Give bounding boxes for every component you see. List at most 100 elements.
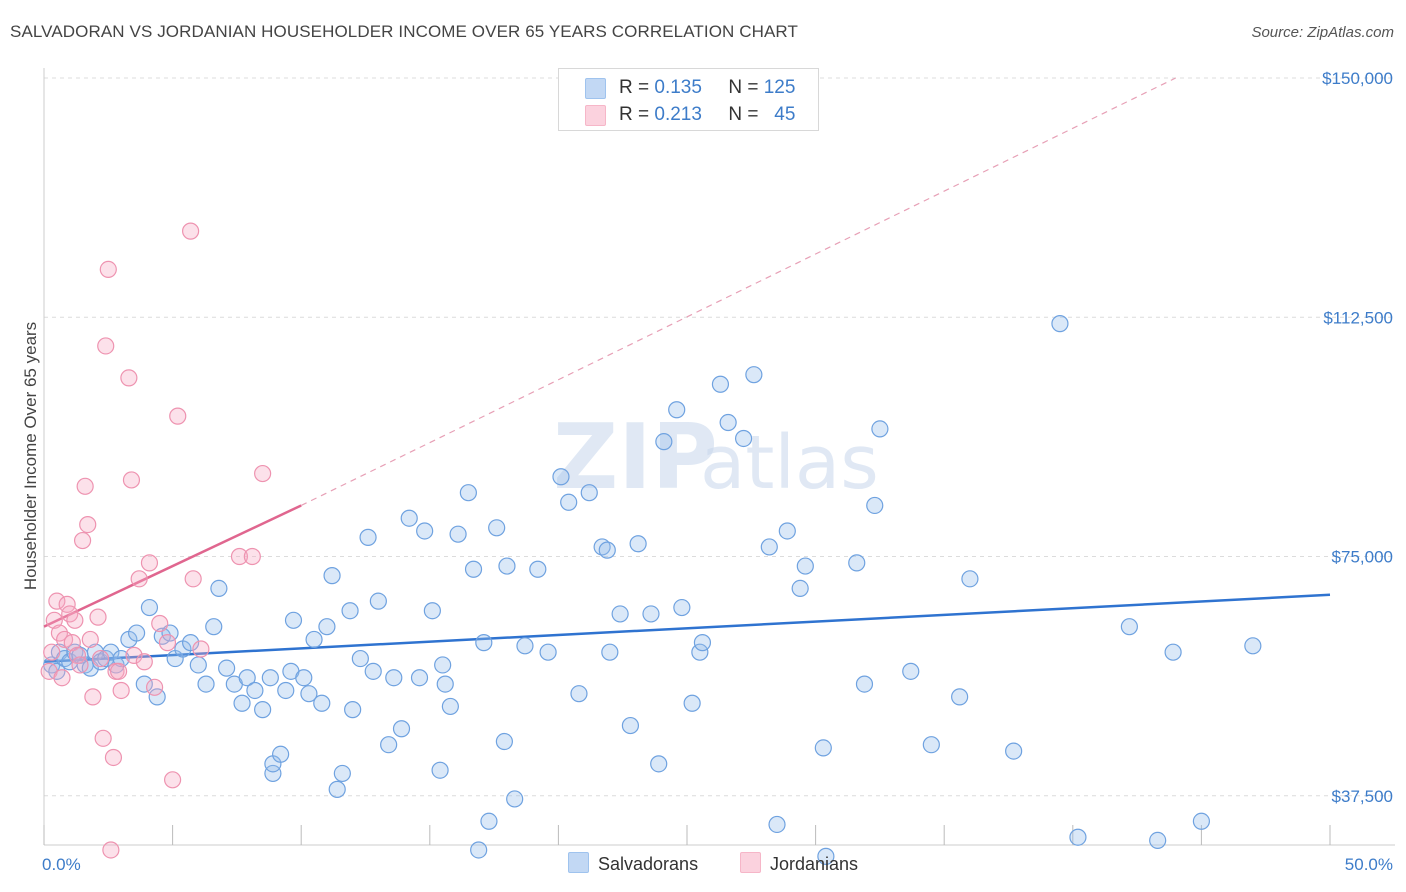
y-tick-label: $75,000 [1332,548,1393,567]
salvadoran-point [189,656,207,674]
jordanian-point [89,608,107,626]
salvadoran-point [205,618,223,636]
jordanian-point [94,729,112,747]
salvadoran-point [66,643,84,661]
salvadoran-point [529,560,547,578]
salvadoran-point [760,538,778,556]
x-tick-label-max: 50.0% [1345,855,1393,874]
legend-r-label: R = [619,104,650,125]
salvadoran-point [745,366,763,384]
data-points [40,222,1262,865]
salvadoran-point [1149,831,1167,850]
legend-n-value: 125 [763,77,796,98]
salvadoran-point [459,484,477,502]
salvadoran-point [1164,643,1182,661]
jordanian-point [97,337,115,355]
salvadoran-point [711,375,730,393]
salvadoran-point [218,659,236,677]
bottom-legend-jordanians: Jordanians [740,852,858,875]
bottom-legend-label-salvadorans: Salvadorans [598,854,699,874]
salvadoran-point [102,643,120,661]
salvadoran-point [140,598,159,617]
salvadoran-point [112,649,130,668]
salvadoran-point [1051,315,1069,333]
salvadoran-point [902,662,920,680]
jordanian-point [63,634,81,652]
y-tick-label: $150,000 [1322,69,1393,88]
salvadoran-point [470,841,488,859]
salvadoran-point [364,662,382,680]
jordanian-point [243,547,261,566]
jordanian-point [192,640,210,658]
salvadoran-point [284,611,303,629]
salvadoran-point [233,694,251,712]
jordanian-point [254,464,272,483]
axes [43,68,1395,846]
salvadoran-point [498,557,516,575]
bottom-legend-salvadorans: Salvadorans [568,852,698,875]
salvadoran-point [369,592,387,610]
trend-lines [43,77,1331,664]
jordanian-point [169,407,187,425]
salvadoran-point [516,637,534,655]
y-tick-labels: $37,500 $75,000 $112,500 $150,000 [1322,69,1393,806]
x-tick-label-min: 0.0% [42,855,81,874]
salvadoran-point [922,736,940,754]
jordanian-point [158,634,177,652]
salvadoran-point [629,535,647,553]
salvadoran-point [464,560,483,578]
salvadoran-point [539,643,557,661]
salvadoran-point [552,468,570,486]
salvadoran-point [210,579,228,598]
salvadoran-point [814,739,832,757]
salvadoran-point [719,413,737,432]
jordanian-point [71,656,89,674]
salvadoran-point [495,732,513,751]
salvadoran-point [611,605,629,623]
jordanian-point [140,554,159,572]
salvadoran-point [673,598,691,617]
salvadoran-point [768,815,786,834]
salvadoran-point [434,656,452,674]
salvadoran-point [778,522,796,540]
y-tick-label: $112,500 [1323,308,1393,327]
salvadoran-point [683,694,701,712]
salvadoran-point [410,669,429,687]
salvadoran-point [323,567,341,585]
salvadoran-point [1244,637,1262,655]
salvadoran-point [318,618,336,636]
salvadoran-point [254,701,272,719]
salvadoran-point [264,764,282,783]
salvadoran-point [693,634,712,652]
salvadoran-point [359,528,377,546]
salvadoran-point [1005,742,1023,760]
salvadoran-point [300,685,318,703]
salvadoran-point [480,812,498,830]
jordanian-point [230,547,249,566]
salvadoran-trend-line [43,593,1331,664]
salvadoran-point [305,630,323,649]
jordanian-point [58,595,76,613]
jordanian-point [112,681,130,700]
salvadoran-point [127,624,146,642]
jordanian-point [164,771,182,789]
jordanian-point [81,630,99,649]
salvadoran-point [333,764,351,783]
salvadoran-point [441,697,459,716]
salvadoran-point [621,716,640,735]
salvadoran-point [436,675,454,693]
jordanian-point [84,688,102,706]
salvadoran-point [791,579,809,598]
bottom-legend-swatch-salvadorans [568,852,589,873]
jordanian-point [125,646,143,664]
salvadoran-point [871,420,889,438]
salvadoran-point [570,685,588,703]
salvadoran-point [642,605,660,623]
salvadoran-point [951,688,969,706]
legend-r-value: 0.135 [654,77,702,98]
salvadoran-point [341,602,359,620]
jordanian-point [145,678,164,696]
legend-r-label: R = [619,77,650,98]
salvadoran-point [423,602,441,620]
